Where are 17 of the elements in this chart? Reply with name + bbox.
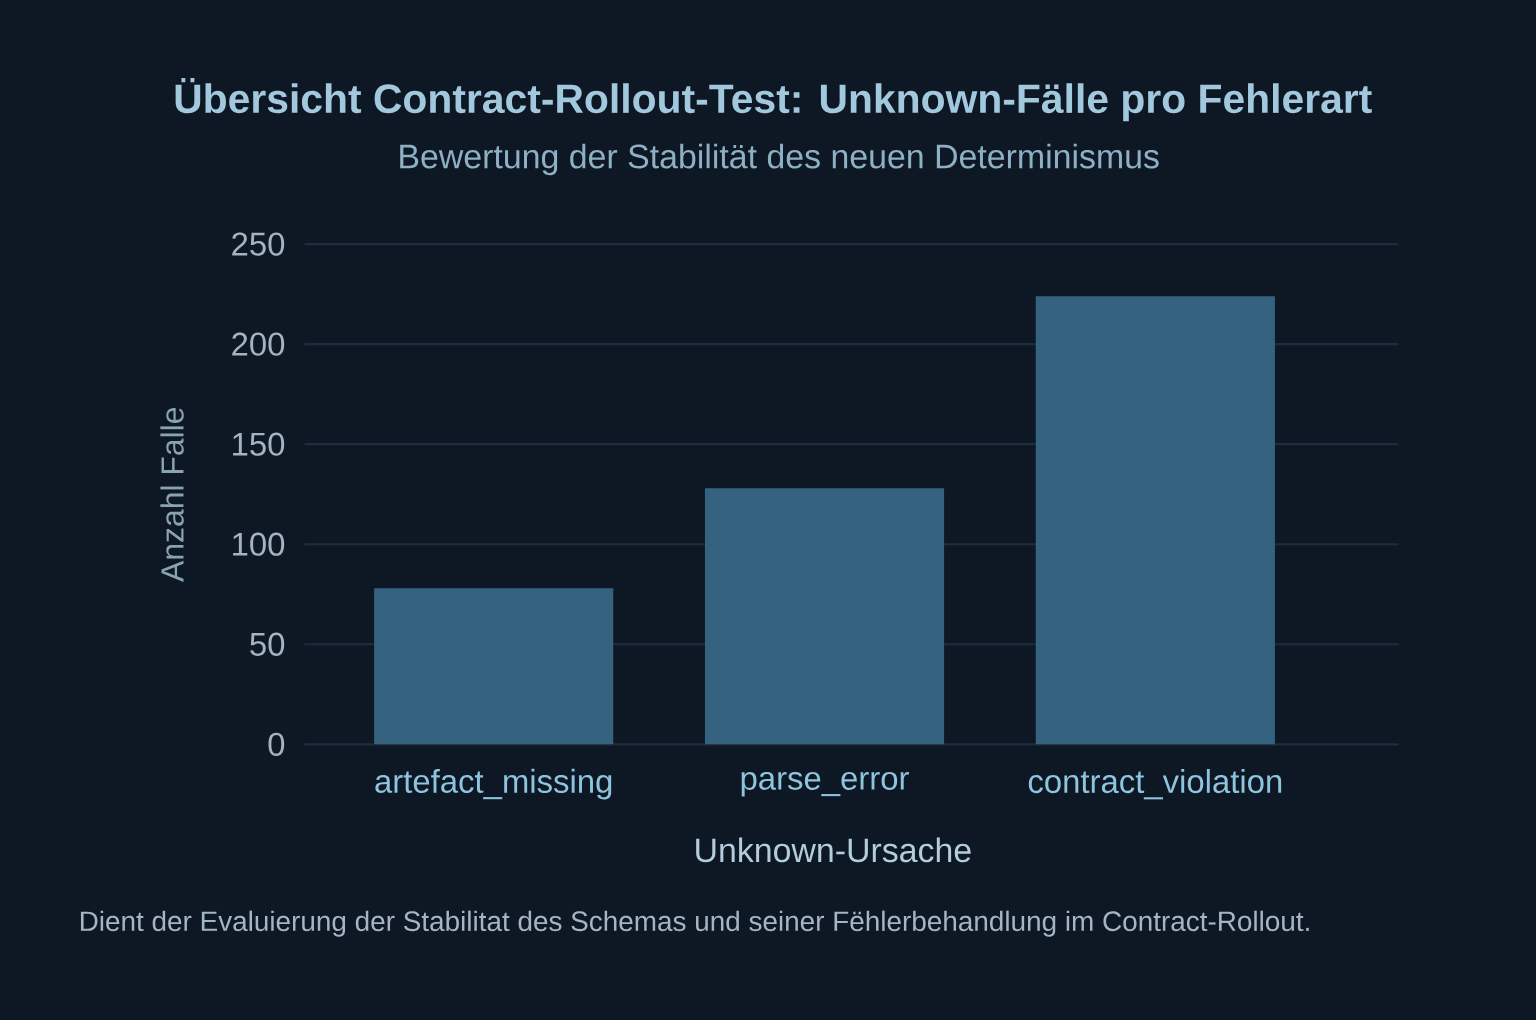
x-tick-label: contract_violation [1028, 768, 1282, 800]
y-axis-title: Anzahl Falle [160, 407, 184, 582]
y-tick-label: 150 [233, 432, 285, 456]
chart-title: Übersicht Contract-Rollout-Test: Unknown-Fälle pro Fehlerart [175, 77, 1372, 122]
bar [1035, 295, 1275, 745]
bar [704, 488, 945, 745]
y-tick-label: 50 [250, 632, 285, 656]
x-tick-label: parse_error [741, 771, 909, 797]
bar [374, 588, 614, 745]
x-tick-label: artefact_missing [375, 768, 612, 800]
y-tick-label: 0 [268, 732, 285, 756]
y-tick-label: 200 [232, 332, 285, 356]
y-tick-label: 100 [233, 532, 285, 556]
y-tick-label: 250 [232, 232, 285, 256]
chart-subtitle: Bewertung der Stabilität des neuen Determinismus [400, 143, 1159, 176]
text: Dient der Evaluierung der Stabilitat des Schemas und seiner Fëhlerbehandlung im Contract-Rollout. [80, 910, 1309, 937]
x-axis-title: Unknown-Ursache [696, 837, 971, 863]
